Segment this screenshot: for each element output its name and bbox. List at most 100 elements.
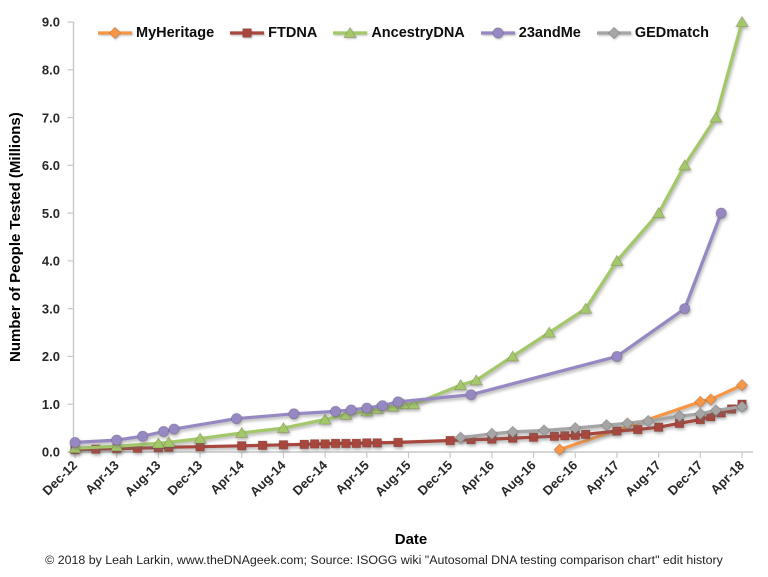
data-point-marker <box>318 413 332 425</box>
y-tick-label: 6.0 <box>42 158 60 173</box>
legend-label: 23andMe <box>518 25 581 41</box>
data-point-marker <box>310 439 320 449</box>
data-point-marker <box>108 26 122 40</box>
x-tick-label: Dec-17 <box>665 458 706 499</box>
data-point-marker <box>69 436 81 449</box>
x-tick-label: Apr-15 <box>332 458 372 498</box>
legend-key-square-icon <box>230 28 265 38</box>
x-tick-label: Aug-14 <box>247 457 289 499</box>
data-point-marker <box>651 206 666 219</box>
x-axis-title: Date <box>394 531 428 548</box>
data-point-marker <box>161 436 176 448</box>
y-axis-title: Number of People Tested (Millions) <box>7 112 24 362</box>
data-point-marker <box>278 440 289 450</box>
data-point-marker <box>580 429 591 440</box>
x-tick-label: Apr-13 <box>82 458 122 498</box>
data-point-marker <box>715 207 727 219</box>
data-point-marker <box>445 435 455 446</box>
data-point-marker <box>653 422 664 432</box>
x-tick-label: Dec-13 <box>164 458 205 499</box>
data-point-marker <box>393 437 403 448</box>
x-tick-label: Aug-15 <box>372 458 414 500</box>
data-point-marker <box>528 432 539 442</box>
data-point-marker <box>330 438 341 449</box>
data-point-marker <box>362 438 372 448</box>
data-point-marker <box>288 408 300 420</box>
y-tick-label: 7.0 <box>42 110 60 125</box>
legend-label: FTDNA <box>268 25 318 41</box>
y-tick-label: 1.0 <box>42 397 60 412</box>
legend-label: MyHeritage <box>136 25 215 41</box>
data-point-marker <box>607 26 621 40</box>
data-point-marker <box>735 15 749 27</box>
data-point-marker <box>257 440 268 451</box>
x-tick-label: Aug-13 <box>122 458 164 500</box>
data-point-marker <box>553 443 566 456</box>
x-tick-label: Aug-16 <box>497 458 539 500</box>
data-point-marker <box>677 158 692 171</box>
legend-item-23andme: 23andMe <box>480 25 581 41</box>
data-point-marker <box>361 402 373 414</box>
data-point-marker <box>193 432 207 444</box>
data-point-marker <box>694 395 707 409</box>
copyright-source-note: © 2018 by Leah Larkin, www.theDNAgeek.co… <box>45 553 723 567</box>
legend-key-circle-icon <box>480 27 515 39</box>
data-point-marker <box>694 407 707 421</box>
data-point-marker <box>610 254 624 266</box>
y-tick-label: 5.0 <box>42 206 60 221</box>
data-point-marker <box>111 434 123 446</box>
data-point-marker <box>392 396 404 408</box>
legend-key-diamond-icon <box>98 26 132 40</box>
data-point-marker <box>329 405 342 417</box>
y-tick-label: 3.0 <box>42 301 60 316</box>
y-tick-label: 8.0 <box>42 62 60 77</box>
data-point-marker <box>612 426 622 436</box>
legend-label: GEDmatch <box>634 25 709 41</box>
data-point-marker <box>704 393 717 406</box>
data-point-marker <box>453 378 468 391</box>
data-point-marker <box>465 389 477 401</box>
data-point-marker <box>341 438 351 449</box>
legend-item-gedmatch: GEDmatch <box>596 25 709 41</box>
data-point-marker <box>299 439 309 450</box>
data-point-marker <box>600 418 613 432</box>
y-tick-label: 0.0 <box>42 445 60 460</box>
data-point-marker <box>157 425 170 438</box>
data-point-marker <box>537 424 551 437</box>
legend-key-diamond-icon <box>596 26 631 40</box>
data-point-marker <box>454 431 467 444</box>
data-point-marker <box>151 437 166 449</box>
legend-item-ancestrydna: AncestryDNA <box>332 25 465 41</box>
x-tick-label: Dec-16 <box>540 458 581 499</box>
data-point-marker <box>406 397 421 410</box>
series-AncestryDNA <box>68 15 749 454</box>
data-point-marker <box>735 378 749 392</box>
x-tick-label: Dec-15 <box>415 458 456 499</box>
y-tick-label: 4.0 <box>42 254 60 269</box>
data-point-marker <box>320 439 330 449</box>
x-tick-label: Dec-14 <box>289 457 330 498</box>
legend-item-ftdna: FTDNA <box>229 25 317 41</box>
x-tick-label: Aug-17 <box>622 458 664 500</box>
data-point-marker <box>469 373 484 386</box>
data-point-marker <box>109 439 124 452</box>
y-tick-label: 2.0 <box>42 349 60 364</box>
data-point-marker <box>611 350 623 363</box>
x-tick-label: Apr-16 <box>457 458 497 498</box>
data-point-marker <box>242 28 252 38</box>
data-point-marker <box>237 441 247 451</box>
data-point-marker <box>137 430 149 442</box>
x-tick-label: Dec-12 <box>39 458 80 499</box>
data-point-marker <box>91 444 101 454</box>
data-point-marker <box>376 400 389 412</box>
data-point-marker <box>195 442 205 452</box>
data-point-marker <box>578 302 593 314</box>
legend: MyHeritage FTDNA AncestryDNA 23andMe GEDmatc… <box>97 25 709 41</box>
legend-key-triangle-icon <box>333 26 368 38</box>
series-23andMe <box>69 207 727 449</box>
data-point-marker <box>641 414 655 428</box>
data-point-marker <box>673 409 686 423</box>
series-GEDmatch <box>454 400 749 444</box>
